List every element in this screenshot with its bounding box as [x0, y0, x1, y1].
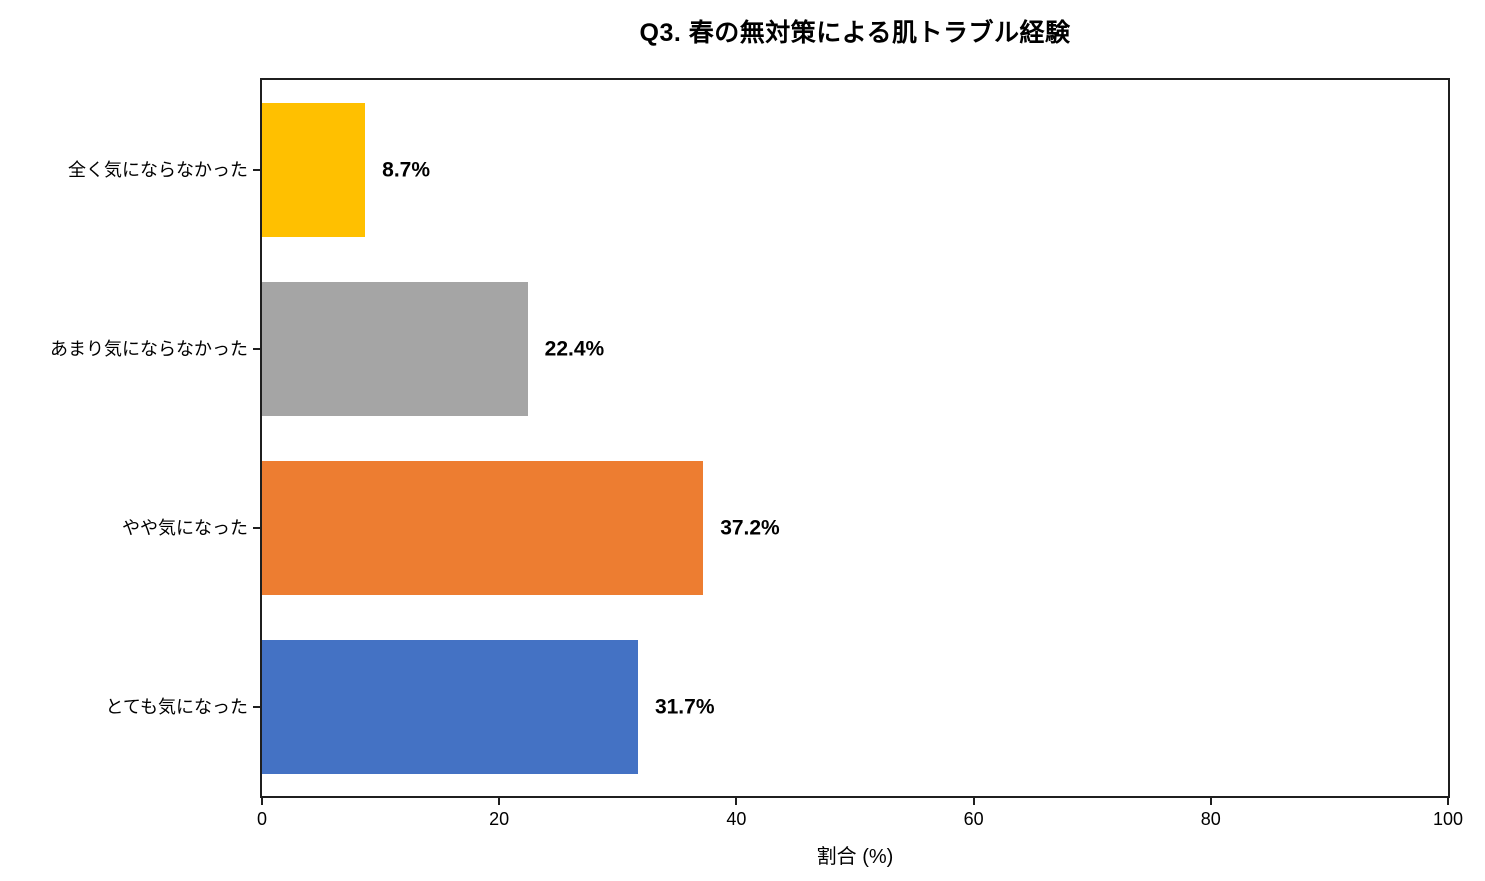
x-tick-label: 100 — [1432, 809, 1464, 829]
x-tick-mark — [261, 796, 263, 805]
x-tick-label: 20 — [489, 809, 510, 829]
x-tick-label: 80 — [1200, 809, 1221, 829]
category-label: 全く気にならなかった — [68, 159, 248, 180]
y-tick-mark — [253, 347, 260, 350]
y-tick-mark — [253, 705, 260, 708]
bar-segment — [262, 281, 528, 416]
x-tick-label: 0 — [256, 809, 268, 829]
y-tick-mark — [253, 526, 260, 529]
plot-area: 全く気にならなかった 8.7% あまり気にならなかった 22.4% やや気になった 37.… — [50, 78, 1463, 828]
value-label: 8.7% — [382, 158, 431, 181]
category-label: やや気になった — [122, 517, 248, 538]
x-axis-label: 割合 (%) — [816, 846, 894, 868]
x-tick-mark — [1447, 796, 1449, 805]
x-tick-label: 40 — [726, 809, 747, 829]
x-tick-mark — [972, 796, 975, 805]
category-label: あまり気にならなかった — [50, 338, 248, 359]
chart-title: Q3. 春の無対策による肌トラブル経験 — [639, 19, 1071, 47]
x-tick-label: 60 — [963, 809, 984, 829]
bar-segment — [262, 639, 638, 774]
value-label: 22.4% — [544, 337, 605, 360]
value-label: 37.2% — [720, 516, 780, 539]
bar-segment — [262, 102, 366, 237]
x-tick-mark — [498, 796, 501, 805]
category-label: とても気になった — [105, 696, 248, 717]
x-tick-mark — [735, 796, 738, 805]
value-label: 31.7% — [654, 695, 715, 718]
y-tick-mark — [253, 168, 260, 171]
x-tick-mark — [1209, 796, 1212, 805]
bar-segment — [262, 460, 704, 595]
